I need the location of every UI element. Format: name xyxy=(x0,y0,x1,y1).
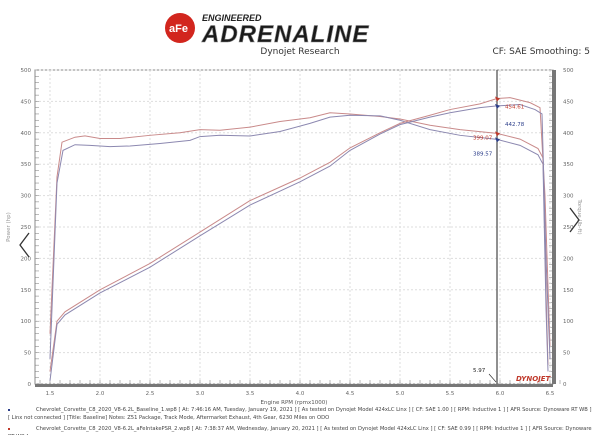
afe-adrenaline-logo: aFe ENGINEERED ADRENALINE xyxy=(165,13,369,46)
prev-arrow-icon[interactable] xyxy=(19,232,30,258)
y-axis-label-left: Power (hp) xyxy=(6,212,12,242)
footer-run-baseline: Chevrolet_Corvette_C8_2020_V8-6.2L_Basel… xyxy=(8,406,594,422)
y-tick-label-right: 250 xyxy=(563,225,574,231)
correction-factor-label: CF: SAE Smoothing: 5 xyxy=(492,47,590,57)
cursor-marker xyxy=(495,96,500,102)
svg-text:ADRENALINE: ADRENALINE xyxy=(201,21,369,46)
y-tick-label-right: 450 xyxy=(563,99,574,105)
y-tick-label-left: 350 xyxy=(21,162,32,168)
y-tick-label-left: 200 xyxy=(21,256,32,262)
run-color-marker xyxy=(8,408,10,411)
x-tick-label: 2.5 xyxy=(146,391,155,397)
y-tick-label-right: 200 xyxy=(563,256,574,262)
run-description: Chevrolet_Corvette_C8_2020_V8-6.2L_aFeIn… xyxy=(8,426,592,435)
x-tick-label: 3.0 xyxy=(196,391,205,397)
y-tick-label-right: 400 xyxy=(563,131,574,137)
series-line-afe-power xyxy=(49,97,551,372)
x-tick-label: 4.0 xyxy=(296,391,305,397)
y-tick-label-left: 300 xyxy=(21,194,32,200)
run-color-marker xyxy=(8,427,10,430)
cursor-marker xyxy=(495,103,500,109)
cursor-marker xyxy=(495,131,500,137)
cursor-readout: 389.57 xyxy=(473,151,493,157)
x-tick-label: 4.5 xyxy=(346,391,355,397)
svg-text:aFe: aFe xyxy=(169,23,188,35)
x-tick-label: 6.5 xyxy=(546,391,555,397)
cursor-marker xyxy=(495,137,500,143)
series-line-afe-torque xyxy=(49,112,549,366)
cursor-pointer xyxy=(488,373,497,383)
y-tick-label-right: 500 xyxy=(563,68,574,74)
y-tick-label-left: 50 xyxy=(24,351,31,357)
y-tick-label-left: 150 xyxy=(21,288,32,294)
y-tick-label-right: 50 xyxy=(563,351,570,357)
x-axis-bar xyxy=(35,384,553,387)
series-line-baseline-torque xyxy=(49,114,549,372)
x-axis-label: Engine RPM (rpmx1000) xyxy=(261,400,328,406)
cursor-readout: 454.61 xyxy=(505,105,524,111)
next-arrow-icon[interactable] xyxy=(569,207,580,233)
svg-text:ENGINEERED: ENGINEERED xyxy=(202,13,262,23)
dynojet-watermark: DYNOJET xyxy=(516,375,552,383)
y-tick-label-left: 250 xyxy=(21,225,32,231)
x-tick-label: 1.5 xyxy=(46,391,55,397)
x-tick-label: 5.0 xyxy=(396,391,405,397)
chart-subtitle: Dynojet Research xyxy=(260,47,340,57)
plot-area xyxy=(34,69,554,385)
y-tick-label-left: 0 xyxy=(28,382,32,388)
y-tick-label-right: 150 xyxy=(563,288,574,294)
y-tick-label-right: 100 xyxy=(563,319,574,325)
y-tick-label-left: 100 xyxy=(21,319,32,325)
x-tick-label: 2.0 xyxy=(96,391,105,397)
y-tick-label-left: 400 xyxy=(21,131,32,137)
y-axis-label-right: Torque (lb-ft) xyxy=(576,198,582,234)
footer-run-afe: Chevrolet_Corvette_C8_2020_V8-6.2L_aFeIn… xyxy=(8,425,594,435)
y-tick-label-left: 450 xyxy=(21,99,32,105)
cursor-readout: 399.07 xyxy=(473,135,493,141)
y-tick-label-right: 300 xyxy=(563,194,574,200)
x-tick-label: 5.5 xyxy=(446,391,455,397)
y-tick-label-right: 350 xyxy=(563,162,574,168)
right-axis-bar xyxy=(552,70,556,384)
x-tick-label: 6.0 xyxy=(496,391,505,397)
run-description: Chevrolet_Corvette_C8_2020_V8-6.2L_Basel… xyxy=(8,407,592,421)
cursor-readout: 442.78 xyxy=(505,122,525,128)
x-tick-label: 3.5 xyxy=(246,391,255,397)
cursor-rpm-label: 5.97 xyxy=(473,368,486,374)
series-line-baseline-power xyxy=(49,104,551,381)
y-tick-label-right: 0 xyxy=(563,382,567,388)
y-tick-label-left: 500 xyxy=(21,68,32,74)
